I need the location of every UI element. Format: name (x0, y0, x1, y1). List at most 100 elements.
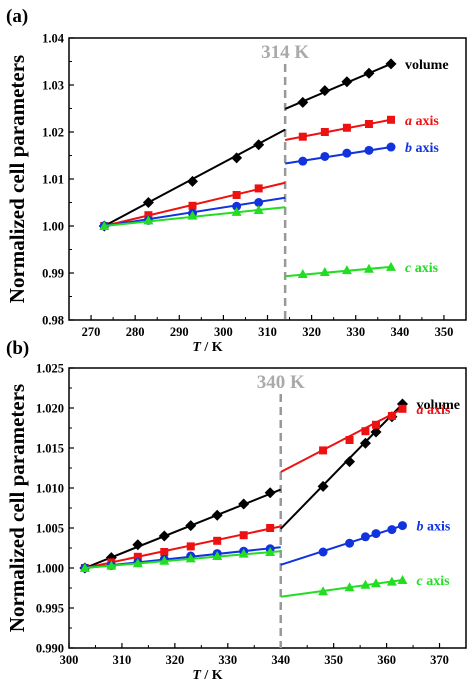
volume-marker (297, 96, 309, 108)
a-fit-line (84, 525, 281, 569)
c-marker (265, 547, 276, 556)
c-marker (231, 206, 242, 216)
c-fit-line (84, 550, 281, 569)
a-series-label: a axis (416, 403, 450, 418)
chart-panel-b: (b) 300 310 320 330 340 350 360 370 0.990 0.995 1.0… (5, 338, 467, 683)
y-tick-label: 1.00 (42, 220, 64, 234)
volume-marker (370, 426, 382, 438)
y-tick-label: 0.995 (36, 602, 64, 616)
a-marker (213, 536, 222, 545)
a-marker (232, 190, 241, 199)
x-tick-label: 330 (346, 325, 365, 339)
a-marker (133, 552, 142, 561)
x-tick-label: 320 (165, 653, 184, 667)
chart-panel-a: (a) 270 280 290 300 310 320 330 340 350 0.98 0.99 1.… (5, 6, 467, 355)
a-marker (364, 120, 373, 129)
y-tick-label: 1.02 (42, 126, 64, 140)
volume-series-label: volume (405, 58, 449, 73)
volume-marker (344, 456, 356, 468)
c-marker (318, 586, 329, 596)
c-marker (360, 579, 371, 589)
c-marker (319, 267, 330, 277)
y-tick-label: 1.020 (36, 402, 64, 416)
a-marker (320, 128, 329, 136)
c-marker (79, 563, 90, 572)
a-marker (160, 548, 169, 556)
x-tick-label: 360 (377, 653, 396, 667)
c-marker (371, 578, 382, 588)
x-tick-label: 340 (271, 653, 290, 667)
a-marker (319, 446, 328, 455)
volume-marker (359, 437, 371, 449)
a-marker (361, 427, 370, 436)
x-axis-title: T / K (192, 668, 222, 683)
b-marker (364, 145, 374, 155)
c-marker (238, 548, 249, 558)
a-marker (144, 211, 153, 220)
x-tick-label: 370 (430, 653, 449, 667)
b-marker (342, 148, 352, 158)
x-tick-label: 350 (324, 653, 343, 667)
y-tick-label: 0.990 (36, 642, 64, 656)
c-series-label: c axis (416, 574, 450, 589)
volume-fit-line (280, 403, 404, 530)
volume-marker (317, 480, 329, 492)
b-series-label: b axis (405, 141, 439, 156)
a-marker (372, 420, 381, 429)
b-marker (386, 142, 396, 152)
a-fit-line (280, 407, 403, 473)
a-marker (387, 412, 396, 420)
c-marker (386, 261, 397, 271)
x-tick-label: 330 (218, 653, 237, 667)
c-marker (297, 268, 308, 278)
c-marker (99, 221, 110, 230)
transition-label: 314 K (261, 42, 309, 63)
y-axis-title: Normalized cell parameters (5, 384, 29, 632)
c-marker (386, 576, 397, 586)
x-tick-label: 290 (170, 325, 189, 339)
volume-marker (132, 539, 144, 551)
b-marker (298, 156, 308, 166)
a-marker (387, 115, 396, 124)
b-marker (320, 151, 330, 161)
x-tick-label: 270 (82, 325, 101, 339)
b-marker (232, 201, 242, 211)
a-marker (266, 524, 275, 532)
y-axis-title: Normalized cell parameters (5, 55, 29, 303)
x-tick-label: 340 (390, 325, 409, 339)
a-series-label: a axis (405, 114, 439, 129)
c-marker (187, 210, 198, 220)
c-marker (253, 205, 264, 215)
b-series-label: b axis (416, 520, 450, 535)
c-marker (397, 575, 408, 584)
y-tick-label: 1.04 (42, 32, 65, 46)
b-fit-line (280, 524, 403, 566)
volume-marker (363, 67, 375, 79)
y-tick-label: 0.99 (42, 267, 64, 281)
volume-marker (238, 498, 250, 510)
volume-marker (142, 197, 154, 208)
b-marker (397, 521, 407, 531)
volume-marker (158, 530, 170, 542)
volume-marker (264, 487, 276, 499)
y-tick-label: 1.015 (36, 442, 64, 456)
a-marker (186, 542, 195, 551)
y-tick-label: 1.03 (42, 79, 64, 93)
x-tick-label: 300 (60, 653, 79, 667)
a-marker (254, 184, 263, 193)
a-marker (342, 123, 351, 132)
c-marker (185, 553, 196, 563)
y-tick-label: 1.01 (42, 173, 64, 187)
b-marker (345, 538, 355, 548)
x-tick-label: 310 (258, 325, 277, 339)
a-marker (298, 132, 307, 141)
a-marker (345, 436, 354, 444)
b-marker (254, 198, 264, 207)
c-marker (344, 582, 355, 592)
y-tick-label: 1.025 (36, 362, 64, 376)
a-marker (239, 531, 248, 540)
a-marker (398, 404, 407, 413)
volume-fit-line (84, 488, 282, 569)
volume-series-label: volume (416, 398, 460, 413)
